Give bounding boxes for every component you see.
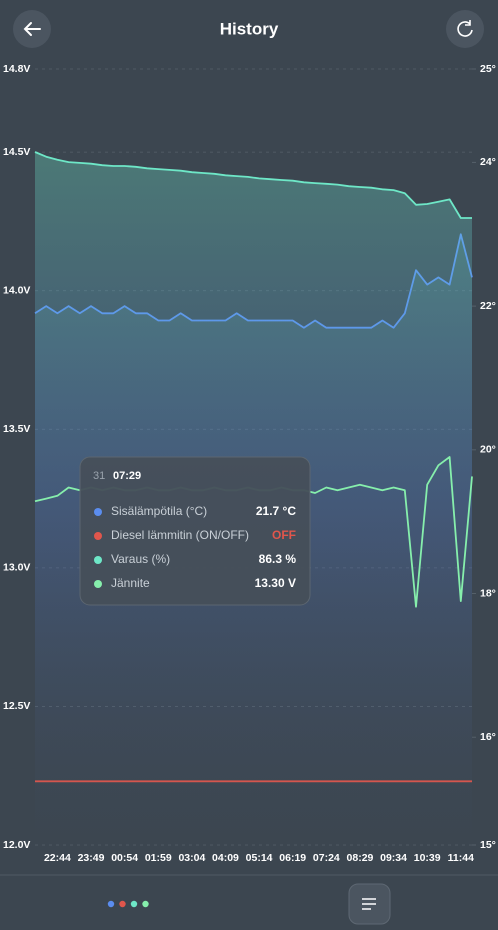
y2-tick-label: 24° <box>480 156 496 168</box>
x-tick-label: 23:49 <box>78 852 105 864</box>
back-icon <box>23 22 41 36</box>
y-tick-label: 13.0V <box>3 562 30 574</box>
refresh-button[interactable] <box>446 10 484 48</box>
tooltip-date: 31 <box>93 470 105 482</box>
x-tick-label: 05:14 <box>246 852 273 864</box>
refresh-icon <box>457 20 473 37</box>
tooltip-value: OFF <box>272 528 296 542</box>
y-tick-label: 13.5V <box>3 423 30 435</box>
page-title: History <box>220 19 279 38</box>
tooltip-value: 21.7 °C <box>256 504 296 518</box>
y-tick-label: 14.5V <box>3 146 30 158</box>
series-dot <box>130 900 138 908</box>
x-tick-label: 11:44 <box>448 852 474 864</box>
y2-tick-label: 25° <box>480 63 496 75</box>
tooltip-time: 07:29 <box>113 470 141 482</box>
y2-tick-label: 18° <box>480 587 496 599</box>
x-tick-label: 00:54 <box>111 852 138 864</box>
x-tick-label: 22:44 <box>44 852 71 864</box>
tooltip-value: 13.30 V <box>255 576 296 590</box>
x-tick-label: 09:34 <box>380 852 407 864</box>
menu-icon <box>362 898 376 910</box>
series-dot <box>142 900 149 908</box>
tooltip-dot <box>94 508 102 516</box>
y2-tick-label: 20° <box>480 444 496 456</box>
y-tick-label: 12.0V <box>3 839 30 851</box>
y2-tick-label: 15° <box>480 839 496 851</box>
x-tick-label: 06:19 <box>279 852 306 864</box>
series-indicators <box>107 900 149 908</box>
tooltip-dot <box>94 556 102 564</box>
tooltip-value: 86.3 % <box>259 552 297 566</box>
tooltip: 31 07:29 Sisälämpötila (°C) 21.7 °C Diesel… <box>79 456 311 606</box>
y2-tick-label: 16° <box>480 731 496 743</box>
tooltip-box <box>79 456 311 606</box>
x-tick-label: 07:24 <box>313 852 340 864</box>
series-line <box>34 151 472 219</box>
tooltip-label: Sisälämpötila (°C) <box>111 504 207 518</box>
tooltip-dot <box>94 580 102 588</box>
x-tick-label: 04:09 <box>212 852 239 864</box>
y-tick-label: 14.0V <box>3 284 30 296</box>
tooltip-dot <box>94 532 102 540</box>
y-tick-label: 14.8V <box>3 63 30 75</box>
x-tick-label: 08:29 <box>347 852 374 864</box>
series-dot <box>107 900 115 908</box>
x-tick-label: 03:04 <box>178 852 205 864</box>
y-tick-label: 12.5V <box>3 700 30 712</box>
series-dot <box>119 900 126 908</box>
tooltip-label: Diesel lämmitin (ON/OFF) <box>111 528 249 542</box>
tooltip-label: Jännite <box>111 576 150 590</box>
tooltip-label: Varaus (%) <box>111 552 170 566</box>
x-tick-label: 01:59 <box>145 852 172 864</box>
y2-tick-label: 22° <box>480 300 496 312</box>
x-tick-label: 10:39 <box>414 852 441 864</box>
